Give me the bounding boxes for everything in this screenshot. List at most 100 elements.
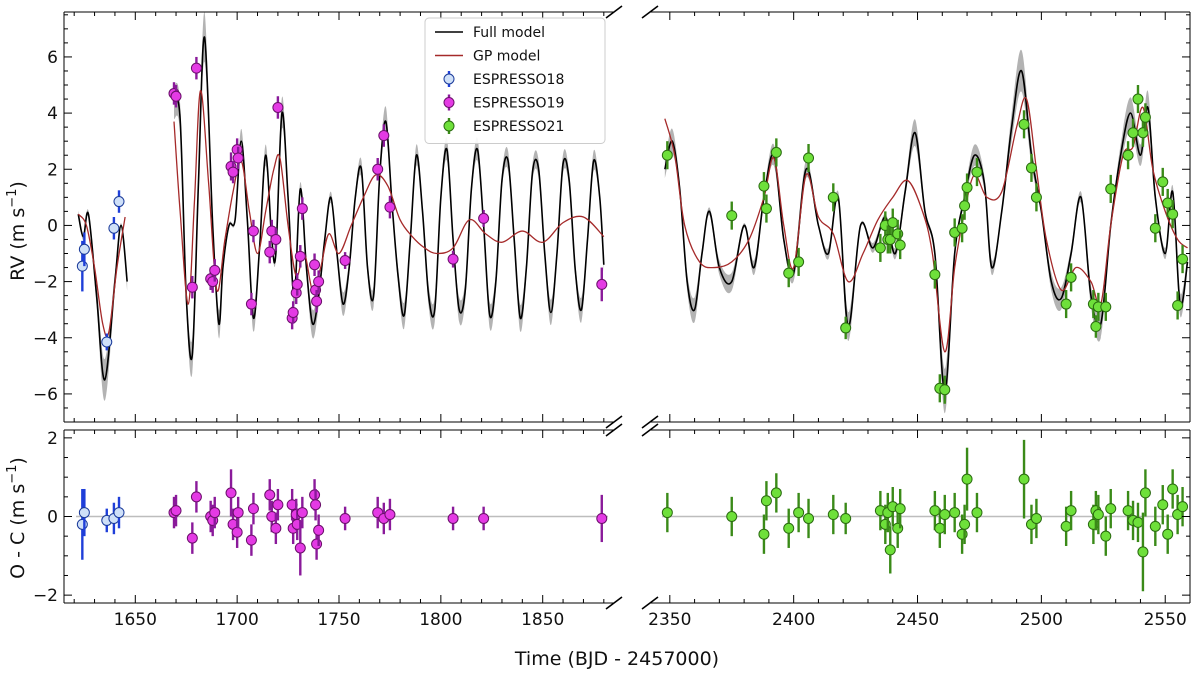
data-point bbox=[264, 489, 276, 501]
data-point bbox=[76, 260, 88, 272]
data-point bbox=[803, 512, 815, 524]
axis-break-mark bbox=[605, 596, 623, 610]
data-point bbox=[1132, 93, 1144, 105]
data-point bbox=[311, 538, 323, 550]
x-tick-label: 2500 bbox=[1020, 610, 1063, 630]
data-point bbox=[783, 522, 795, 534]
x-tick-label: 1800 bbox=[419, 610, 462, 630]
data-point bbox=[339, 512, 351, 524]
data-point bbox=[726, 210, 738, 222]
data-point bbox=[78, 507, 90, 519]
data-point bbox=[384, 509, 396, 521]
data-point bbox=[447, 253, 459, 265]
data-point bbox=[939, 509, 951, 521]
data-point bbox=[478, 212, 490, 224]
legend-marker-swatch bbox=[443, 97, 455, 108]
data-point bbox=[247, 225, 259, 237]
data-point bbox=[793, 256, 805, 268]
data-point bbox=[1122, 505, 1134, 517]
legend-entry: Full model bbox=[435, 25, 545, 41]
data-point bbox=[827, 509, 839, 521]
data-point bbox=[956, 222, 968, 234]
x-tick-label: 1850 bbox=[521, 610, 564, 630]
data-point bbox=[1060, 520, 1072, 532]
data-point bbox=[207, 276, 219, 288]
y-tick-label: 4 bbox=[47, 104, 58, 124]
data-point bbox=[1172, 299, 1184, 311]
y-tick-label: 0 bbox=[47, 216, 58, 236]
legend-entry: ESPRESSO18 bbox=[443, 71, 564, 88]
data-point bbox=[1105, 503, 1117, 515]
data-point bbox=[1139, 111, 1151, 123]
data-point bbox=[760, 203, 772, 215]
y-tick-label: −2 bbox=[33, 586, 58, 606]
data-point bbox=[770, 487, 782, 499]
data-point bbox=[76, 518, 88, 530]
data-point bbox=[478, 512, 490, 524]
x-tick-label: 1650 bbox=[114, 610, 157, 630]
data-point bbox=[113, 196, 125, 208]
data-point bbox=[313, 276, 325, 288]
data-point bbox=[874, 242, 886, 254]
data-point bbox=[840, 322, 852, 334]
data-point bbox=[1018, 118, 1030, 130]
data-point bbox=[961, 473, 973, 485]
legend: Full model GP model ESPRESSO18 ESPRESSO19 ES… bbox=[424, 17, 606, 144]
data-point bbox=[372, 163, 384, 175]
legend-marker-swatch bbox=[443, 120, 455, 132]
data-point bbox=[296, 203, 308, 215]
data-point bbox=[447, 512, 459, 524]
data-point bbox=[971, 166, 983, 178]
data-point bbox=[245, 534, 257, 546]
data-point bbox=[760, 495, 772, 507]
top-right-panel bbox=[641, 5, 1191, 429]
data-point bbox=[1162, 528, 1174, 540]
legend-label: ESPRESSO18 bbox=[473, 72, 564, 88]
panel-frame bbox=[63, 5, 623, 429]
data-point bbox=[296, 507, 308, 519]
panel-frame bbox=[641, 5, 1191, 429]
full-model-line bbox=[77, 211, 128, 381]
data-point bbox=[1030, 512, 1042, 524]
plot-area bbox=[661, 49, 1189, 414]
axis-break-mark bbox=[641, 596, 659, 610]
data-point bbox=[294, 250, 306, 262]
data-point bbox=[929, 505, 941, 517]
y-tick-label: 0 bbox=[47, 508, 58, 528]
data-point bbox=[232, 507, 244, 519]
plot-area bbox=[76, 469, 608, 576]
axis-break-mark bbox=[605, 415, 623, 429]
legend-label: ESPRESSO21 bbox=[473, 119, 564, 135]
panel-frame bbox=[641, 423, 1191, 610]
data-point bbox=[1157, 499, 1169, 511]
data-point bbox=[247, 503, 259, 515]
data-point bbox=[270, 233, 282, 245]
x-tick-label: 2400 bbox=[772, 610, 815, 630]
bottom-right-panel: 2350 2400 2450 2500 2550 bbox=[641, 423, 1191, 630]
legend-box bbox=[424, 17, 606, 144]
data-point bbox=[1065, 505, 1077, 517]
data-point bbox=[1167, 208, 1179, 220]
top-left-panel: −6 −4 −2 0 2 4 6 bbox=[33, 5, 623, 429]
x-tick-label: 2450 bbox=[896, 610, 939, 630]
bottom-left-panel: 1650 1700 1750 1800 1850 −2 0 2 bbox=[33, 423, 623, 630]
data-point bbox=[1100, 301, 1112, 313]
data-point bbox=[313, 524, 325, 536]
legend-entry: ESPRESSO21 bbox=[443, 118, 564, 135]
legend-label: Full model bbox=[473, 25, 545, 41]
data-point bbox=[311, 295, 323, 307]
data-point bbox=[1100, 530, 1112, 542]
legend-entry: ESPRESSO19 bbox=[443, 94, 564, 112]
full-model-uncertainty-band bbox=[174, 12, 604, 377]
data-point bbox=[264, 246, 276, 258]
data-point bbox=[959, 200, 971, 212]
plot-area bbox=[76, 12, 608, 401]
y-tick-label: −6 bbox=[33, 385, 58, 405]
data-point bbox=[1030, 191, 1042, 203]
data-point bbox=[190, 62, 202, 74]
data-point bbox=[291, 278, 303, 290]
data-point bbox=[113, 507, 125, 519]
data-point bbox=[894, 239, 906, 251]
data-point bbox=[884, 233, 896, 245]
